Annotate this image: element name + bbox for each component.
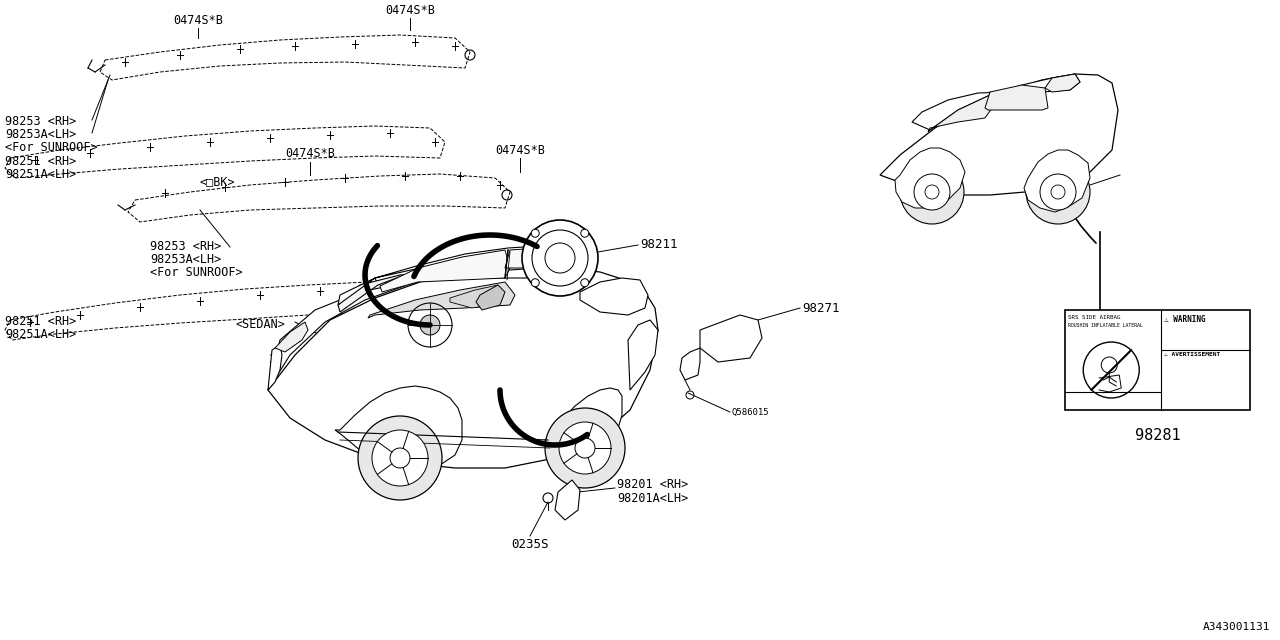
Polygon shape — [928, 95, 992, 132]
Polygon shape — [911, 74, 1080, 130]
Text: <SEDAN>: <SEDAN> — [236, 318, 285, 331]
Polygon shape — [268, 268, 658, 468]
Polygon shape — [986, 85, 1048, 110]
Polygon shape — [451, 285, 500, 308]
Text: 98251A<LH>: 98251A<LH> — [5, 168, 77, 181]
Circle shape — [900, 160, 964, 224]
Text: 98253A<LH>: 98253A<LH> — [5, 128, 77, 141]
Text: Q586015: Q586015 — [732, 408, 769, 417]
Polygon shape — [1024, 150, 1091, 212]
Text: 98253 <RH>: 98253 <RH> — [5, 115, 77, 128]
Polygon shape — [338, 248, 548, 312]
Text: 0474S*B: 0474S*B — [173, 14, 223, 27]
Text: 98251 <RH>: 98251 <RH> — [5, 155, 77, 168]
Polygon shape — [881, 74, 1117, 195]
Polygon shape — [380, 250, 509, 292]
Circle shape — [1027, 160, 1091, 224]
Circle shape — [545, 408, 625, 488]
Text: 0474S*B: 0474S*B — [495, 144, 545, 157]
Text: SRS SIDE AIRBAG: SRS SIDE AIRBAG — [1068, 315, 1120, 320]
Text: ROUSHIN INFLATABLE LATERAL: ROUSHIN INFLATABLE LATERAL — [1068, 323, 1143, 328]
Text: 98253 <RH>: 98253 <RH> — [150, 240, 221, 253]
Text: A343001131: A343001131 — [1202, 622, 1270, 632]
Polygon shape — [1044, 74, 1080, 92]
Polygon shape — [700, 315, 762, 362]
Text: 0474S*B: 0474S*B — [285, 147, 335, 160]
Text: 98211: 98211 — [640, 239, 677, 252]
Polygon shape — [268, 255, 575, 390]
Polygon shape — [506, 248, 548, 268]
Text: 98201 <RH>: 98201 <RH> — [617, 479, 689, 492]
Polygon shape — [369, 282, 515, 318]
Circle shape — [1039, 174, 1076, 210]
Polygon shape — [680, 348, 700, 380]
Polygon shape — [128, 174, 509, 222]
Polygon shape — [895, 148, 965, 208]
Text: 98201A<LH>: 98201A<LH> — [617, 492, 689, 504]
Circle shape — [420, 315, 440, 335]
Text: 0235S: 0235S — [511, 538, 549, 551]
Circle shape — [522, 220, 598, 296]
Circle shape — [581, 279, 589, 287]
Text: <For SUNROOF>: <For SUNROOF> — [5, 141, 97, 154]
Text: 98271: 98271 — [803, 301, 840, 314]
Polygon shape — [580, 278, 648, 315]
Circle shape — [531, 229, 539, 237]
Circle shape — [559, 422, 611, 474]
Text: <□BK>: <□BK> — [200, 175, 236, 188]
Polygon shape — [545, 388, 622, 465]
Text: 0474S*B: 0474S*B — [385, 4, 435, 17]
Text: 98251A<LH>: 98251A<LH> — [5, 328, 77, 341]
Polygon shape — [100, 35, 470, 80]
Circle shape — [581, 229, 589, 237]
Polygon shape — [335, 386, 462, 472]
Circle shape — [372, 430, 428, 486]
Text: ⚠ AVERTISSEMENT: ⚠ AVERTISSEMENT — [1165, 352, 1220, 357]
Polygon shape — [476, 285, 506, 310]
Polygon shape — [268, 345, 282, 390]
Text: <For SUNROOF>: <For SUNROOF> — [150, 266, 243, 279]
Text: 98251 <RH>: 98251 <RH> — [5, 315, 77, 328]
Polygon shape — [556, 480, 580, 520]
Polygon shape — [338, 246, 548, 305]
Text: ⚠ WARNING: ⚠ WARNING — [1165, 315, 1206, 324]
Circle shape — [358, 416, 442, 500]
Polygon shape — [5, 126, 445, 178]
Text: 98281: 98281 — [1134, 428, 1180, 443]
Text: 98253A<LH>: 98253A<LH> — [150, 253, 221, 266]
Polygon shape — [275, 322, 308, 352]
Polygon shape — [628, 320, 658, 390]
Polygon shape — [5, 282, 440, 340]
Circle shape — [531, 279, 539, 287]
Bar — [1065, 310, 1251, 410]
Circle shape — [914, 174, 950, 210]
